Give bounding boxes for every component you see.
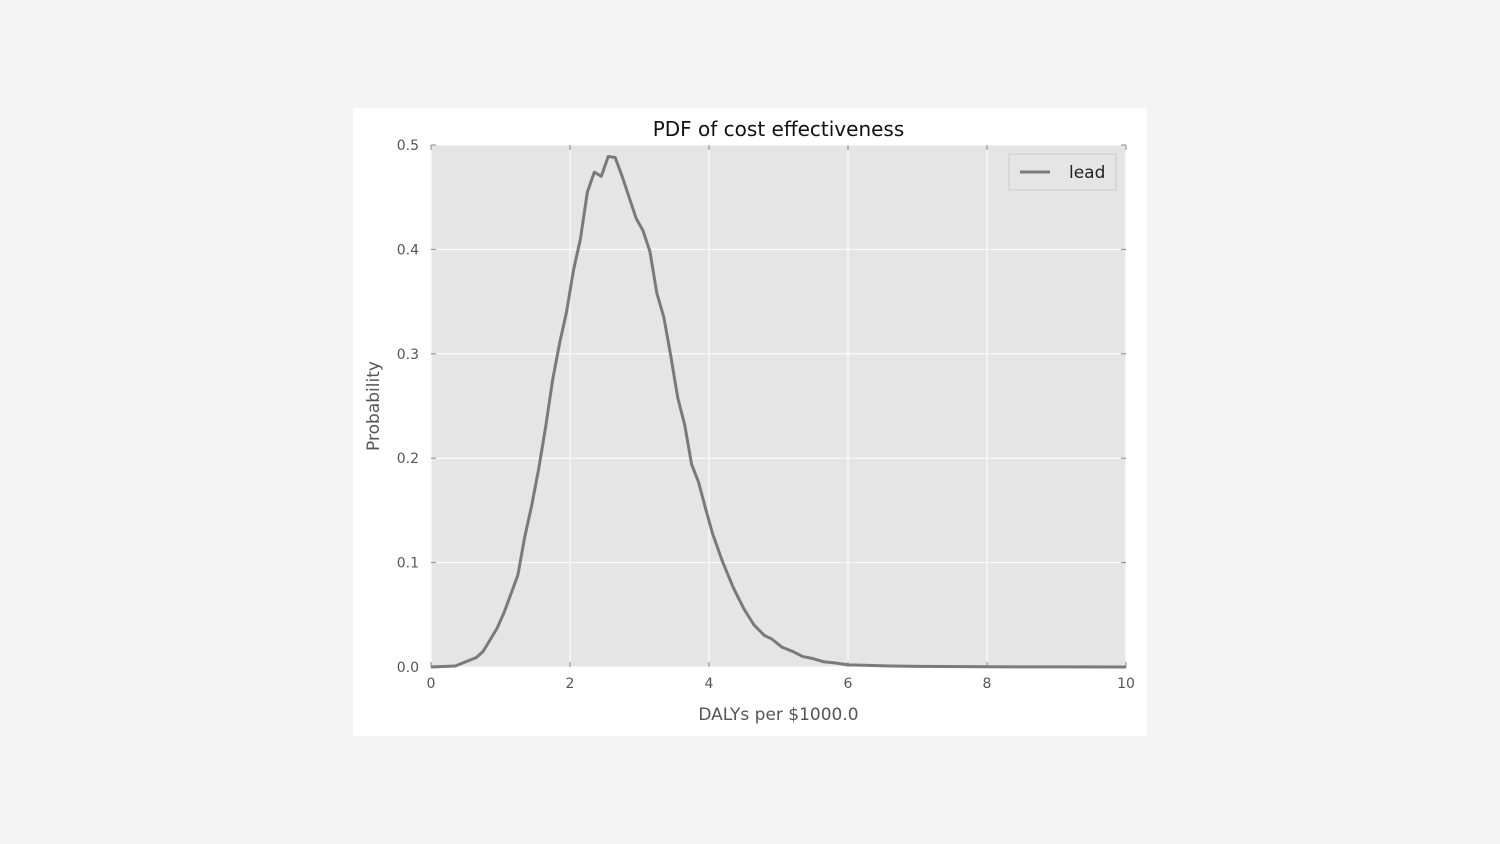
- x-tick-label: 4: [705, 676, 714, 692]
- y-tick-label: 0.4: [397, 242, 419, 258]
- x-tick-labels: 0 2 4 6 8 10: [427, 676, 1135, 692]
- plot-area: [431, 145, 1126, 667]
- y-tick-label: 0.5: [397, 138, 419, 154]
- y-tick-labels: 0.0 0.1 0.2 0.3 0.4 0.5: [397, 138, 419, 676]
- x-tick-label: 0: [427, 676, 436, 692]
- x-tick-label: 2: [566, 676, 575, 692]
- x-axis-label: DALYs per $1000.0: [698, 705, 858, 725]
- y-tick-label: 0.1: [397, 556, 419, 572]
- grid-lines: [430, 144, 1127, 668]
- chart-title: PDF of cost effectiveness: [653, 117, 905, 141]
- series-line-lead: [430, 154, 1127, 669]
- x-tick-label: 8: [983, 676, 992, 692]
- x-tick-label: 6: [844, 676, 853, 692]
- x-tick-label: 10: [1117, 676, 1135, 692]
- legend-label-lead: lead: [1069, 163, 1105, 183]
- y-tick-label: 0.3: [397, 347, 419, 363]
- y-tick-label: 0.0: [397, 660, 419, 676]
- y-tick-label: 0.2: [397, 451, 419, 467]
- chart-figure: 0 2 4 6 8 10 0.0 0.1 0.2 0.3 0.4 0.5 PDF of cost e…: [353, 108, 1147, 736]
- legend: lead: [1008, 153, 1117, 191]
- y-axis-label: Probability: [364, 361, 384, 451]
- chart-svg: 0 2 4 6 8 10 0.0 0.1 0.2 0.3 0.4 0.5 PDF of cost e…: [364, 117, 1135, 725]
